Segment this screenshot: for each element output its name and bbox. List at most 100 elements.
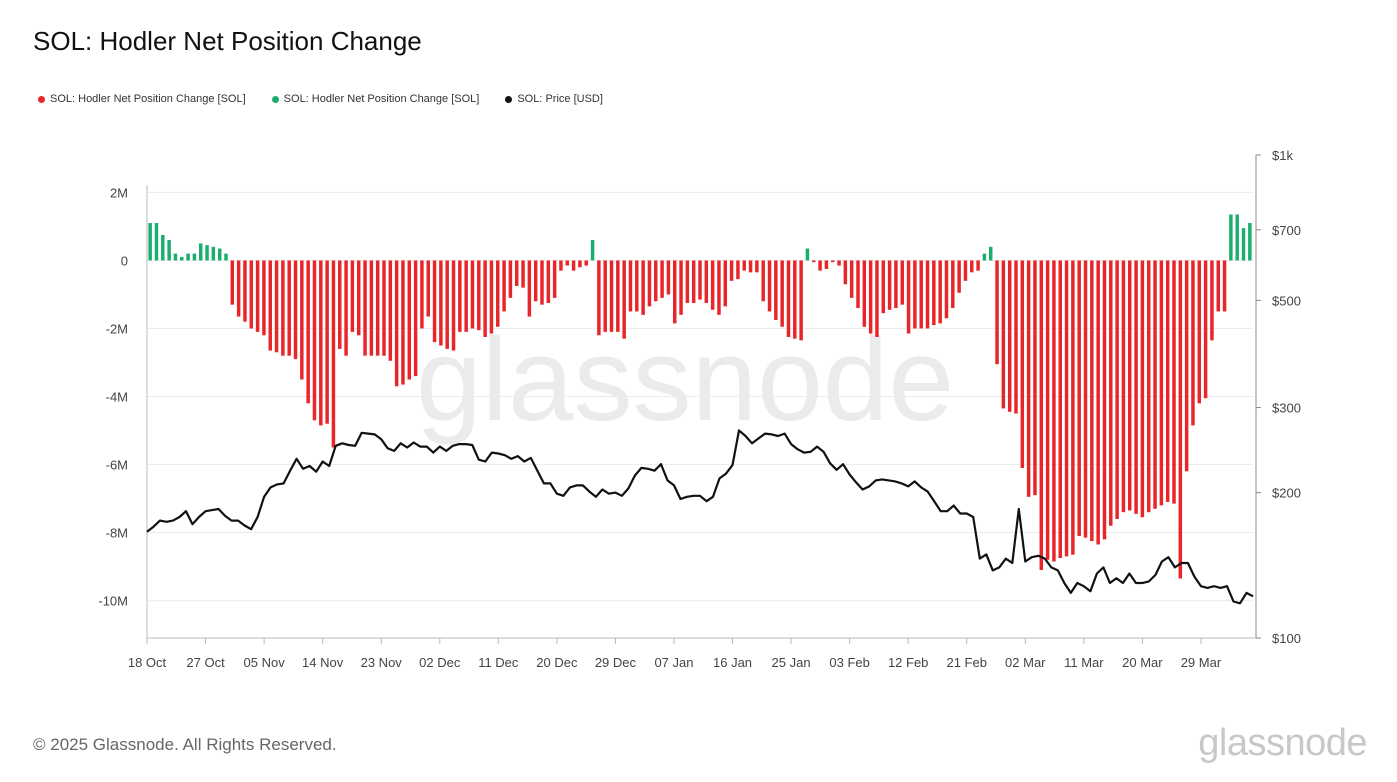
bar (957, 260, 961, 293)
bar (192, 253, 197, 261)
bar (356, 260, 361, 336)
bar (281, 260, 285, 356)
bar (1109, 260, 1113, 526)
x-tick-label: 29 Mar (1181, 655, 1222, 670)
bar (1096, 260, 1100, 545)
bar (761, 260, 765, 302)
bar (394, 260, 399, 387)
bar (388, 260, 393, 361)
bar (830, 260, 835, 263)
bar (578, 260, 582, 268)
bar (420, 260, 424, 329)
bar (913, 260, 917, 329)
bar (236, 260, 241, 317)
bar (635, 260, 639, 312)
bar (887, 260, 892, 310)
bar (1033, 260, 1037, 496)
legend-label-inflow: SOL: Hodler Net Position Change [SOL] (283, 93, 480, 105)
x-tick-label: 03 Feb (829, 655, 869, 670)
bar (736, 260, 740, 280)
bar (255, 260, 260, 332)
left-tick-label: 0 (121, 253, 128, 268)
bar (641, 260, 645, 315)
x-tick-label: 07 Jan (654, 655, 693, 670)
bar (198, 243, 203, 261)
bar (944, 260, 949, 319)
left-axis: 2M 0 -2M -4M -6M -8M -10M (98, 185, 148, 644)
bar-series (148, 214, 1252, 579)
bar (217, 248, 222, 261)
bar (1052, 260, 1056, 562)
bar (628, 260, 633, 312)
bar (571, 260, 576, 271)
bar (1121, 260, 1126, 513)
bar (597, 260, 601, 336)
bar (262, 260, 266, 336)
x-tick-label: 16 Jan (713, 655, 752, 670)
bar (521, 260, 525, 288)
bar (1203, 260, 1208, 399)
x-tick-label: 12 Feb (888, 655, 928, 670)
legend-item-inflow[interactable]: SOL: Hodler Net Position Change [SOL] (271, 93, 480, 105)
chart-legend: SOL: Hodler Net Position Change [SOL] SO… (38, 93, 603, 105)
bar (559, 260, 563, 271)
bar (660, 260, 664, 298)
x-tick-label: 20 Dec (536, 655, 578, 670)
bar (1058, 260, 1062, 559)
bar (325, 260, 329, 424)
bar (483, 260, 487, 337)
left-tick-label: -6M (106, 458, 128, 473)
bar (426, 260, 430, 317)
bar (180, 257, 184, 261)
x-tick-label: 29 Dec (595, 655, 637, 670)
bar (1235, 214, 1239, 261)
bar (925, 260, 930, 329)
x-tick-label: 11 Dec (478, 655, 519, 670)
watermark: glassnode (416, 314, 954, 446)
bar (154, 223, 159, 261)
x-tick-label: 25 Jan (772, 655, 811, 670)
bar (274, 260, 279, 353)
x-tick-label: 11 Mar (1064, 655, 1104, 670)
bar (540, 260, 544, 305)
bar (679, 260, 683, 315)
bar (988, 246, 993, 261)
bar (868, 260, 873, 334)
bar (685, 260, 690, 303)
bar (1210, 260, 1214, 341)
bar (849, 260, 854, 298)
legend-swatch-green (271, 95, 279, 103)
bar (622, 260, 626, 339)
bar (1178, 260, 1183, 579)
bar (470, 260, 475, 329)
bar (654, 260, 658, 302)
bar (1159, 260, 1164, 506)
bar (268, 260, 272, 351)
legend-item-outflow[interactable]: SOL: Hodler Net Position Change [SOL] (38, 93, 246, 105)
chart-title: SOL: Hodler Net Position Change (33, 26, 422, 56)
legend-item-price[interactable]: SOL: Price [USD] (505, 93, 603, 105)
bar (413, 260, 418, 377)
bar (1146, 260, 1151, 513)
bar (704, 260, 709, 303)
legend-label-price: SOL: Price [USD] (517, 93, 603, 105)
bar (186, 253, 190, 261)
bar (875, 260, 879, 337)
right-tick-label: $700 (1272, 223, 1301, 238)
bar (496, 260, 500, 327)
bar (319, 260, 323, 426)
legend-swatch-red (38, 95, 45, 103)
right-tick-label: $500 (1272, 293, 1301, 308)
bar (1140, 260, 1145, 518)
bar (837, 260, 841, 266)
right-axis: $1k $700 $500 $300 $200 $100 (1255, 148, 1301, 646)
bar (312, 260, 317, 421)
bar (609, 260, 614, 332)
x-tick-label: 05 Nov (244, 655, 286, 670)
bar (824, 260, 829, 269)
bar (1216, 260, 1220, 312)
bar (502, 260, 506, 312)
bar (616, 260, 620, 332)
bar (856, 260, 860, 309)
